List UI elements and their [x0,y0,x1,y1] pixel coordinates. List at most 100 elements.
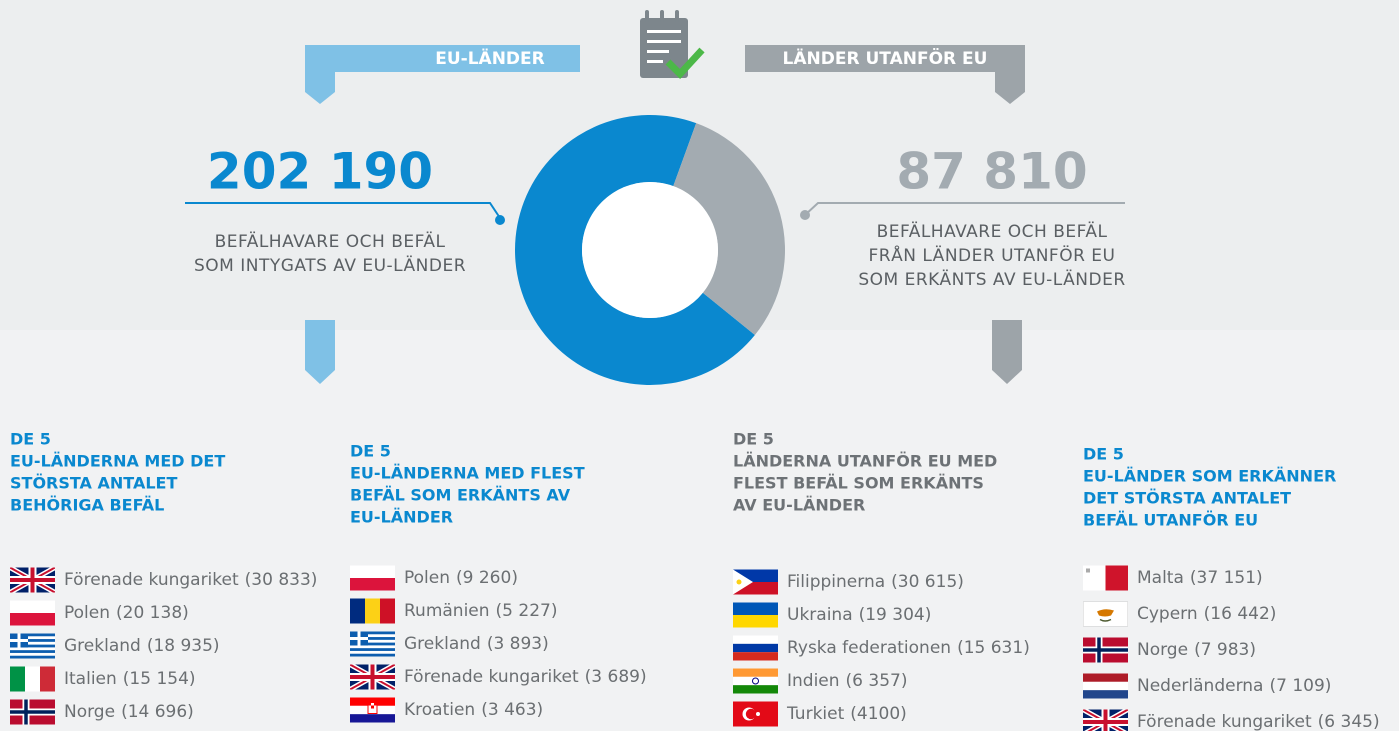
f [10,647,55,651]
country: Ukraina [787,605,853,625]
f [1099,618,1112,622]
list-item: Ukraina (19 304) [787,605,931,625]
flag [350,565,395,591]
country: Turkiet [786,704,845,724]
flag [10,600,55,626]
flag [10,699,55,725]
f [10,600,55,613]
f [374,702,377,706]
f [350,645,395,649]
flag [350,697,395,723]
f [10,613,55,626]
checklist-icon [640,10,705,80]
f [752,677,759,685]
count: (4100) [850,704,907,724]
f [368,702,371,706]
list-heading: BEHÖRIGA BEFÄL [10,496,164,515]
list-item: Norge (7 983) [1137,640,1256,660]
f [733,652,778,661]
count: (9 260) [456,568,518,588]
flag [10,567,55,593]
country: Förenade kungariket [64,570,239,590]
f [10,636,55,640]
list-item: Grekland (18 935) [64,636,220,656]
f [733,635,778,644]
f [1086,568,1090,573]
f [736,579,742,585]
flag [733,602,778,628]
f [10,641,55,645]
f [10,652,55,656]
non-eu-banner [745,45,1025,104]
f [380,598,395,624]
country: Ryska federationen [787,638,951,658]
country: Cypern [1137,604,1198,624]
list-heading: DE 5 [10,430,51,449]
f [350,578,395,591]
f [733,602,778,615]
f [350,634,395,638]
f [733,615,778,628]
f [10,633,28,648]
list-item: Förenade kungariket (3 689) [404,667,647,687]
list-heading: BEFÄL SOM ERKÄNTS AV [350,486,571,505]
list-item: Norge (14 696) [64,702,194,722]
list-item: Förenade kungariket (6 345) [1137,712,1380,731]
f [733,643,778,653]
country: Indien [787,671,840,691]
count: (20 138) [116,603,189,623]
count: (7 983) [1194,640,1256,660]
flag [1083,673,1128,699]
count: (3 463) [481,700,543,720]
count: (19 304) [859,605,932,625]
flag [733,701,778,727]
list-heading: DE 5 [1083,445,1124,464]
f [733,685,778,694]
f [371,705,374,709]
flag [1083,637,1128,663]
non-eu-connector [804,202,1125,216]
donut-hole [582,182,718,318]
country: Norge [64,702,115,722]
count: (30 615) [891,572,964,592]
list-item: Nederländerna (7 109) [1137,676,1331,696]
description: BEFÄLHAVARE OCH BEFÄL [215,231,446,252]
list-item: Polen (20 138) [64,603,189,623]
count: (6 345) [1318,712,1380,731]
non-eu-dot [800,210,810,220]
flag [350,598,395,624]
f [1083,690,1128,699]
list-heading: EU-LÄNDER SOM ERKÄNNER [1083,467,1336,486]
country: Nederländerna [1137,676,1263,696]
count: (7 109) [1269,676,1331,696]
f [745,708,757,720]
list-heading: DE 5 [733,430,774,449]
list-heading: LÄNDERNA UTANFÖR EU MED [733,452,997,471]
f [10,699,55,725]
f [733,668,778,677]
count: (15 631) [957,638,1030,658]
description: SOM ERKÄNTS AV EU-LÄNDER [858,269,1125,290]
country: Malta [1137,568,1184,588]
f [1083,637,1128,663]
list-heading: STÖRSTA ANTALET [10,474,177,493]
f [350,714,395,723]
flag [1083,565,1128,591]
list-heading: DE 5 [350,442,391,461]
list-item: Grekland (3 893) [404,634,549,654]
f [1083,681,1128,691]
eu-banner [305,45,580,104]
count: (15 154) [123,669,196,689]
country: Grekland [64,636,141,656]
f [40,666,55,692]
f [350,639,395,643]
count: (18 935) [147,636,220,656]
count: (14 696) [121,702,194,722]
flag [350,631,395,657]
flag [350,664,395,690]
count: (5 227) [496,601,558,621]
donut-slice [514,114,755,385]
country: Förenade kungariket [404,667,579,687]
list-heading: EU-LÄNDER [350,508,453,527]
